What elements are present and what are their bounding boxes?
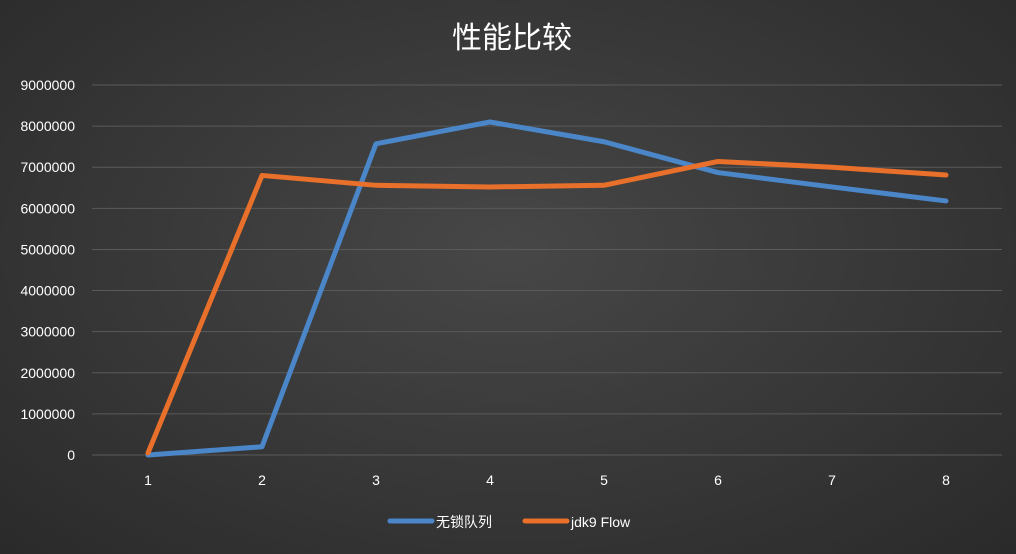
y-tick-label: 5000000 [20, 241, 75, 257]
x-tick-label: 1 [144, 472, 152, 488]
x-tick-label: 5 [600, 472, 608, 488]
y-tick-label: 7000000 [20, 159, 75, 175]
series-line-2 [145, 158, 949, 456]
x-tick-label: 2 [258, 472, 266, 488]
y-tick-label: 2000000 [20, 365, 75, 381]
series-line-1 [145, 119, 949, 458]
legend-label: jdk9 Flow [570, 514, 631, 530]
series-lines [145, 119, 949, 458]
x-tick-label: 7 [828, 472, 836, 488]
legend: 无锁队列 jdk9 Flow [387, 514, 631, 530]
x-axis-ticks: 1 2 3 4 5 6 7 8 [144, 472, 950, 488]
y-tick-label: 1000000 [20, 406, 75, 422]
x-tick-label: 3 [372, 472, 380, 488]
y-tick-label: 3000000 [20, 324, 75, 340]
x-tick-label: 6 [714, 472, 722, 488]
y-axis-ticks: 0 1000000 2000000 3000000 4000000 5000000 6000… [20, 77, 75, 463]
y-tick-label: 4000000 [20, 283, 75, 299]
legend-label: 无锁队列 [436, 514, 492, 530]
y-tick-label: 8000000 [20, 118, 75, 134]
y-tick-label: 0 [67, 447, 75, 463]
chart-title: 性能比较 [452, 22, 572, 55]
gridlines [92, 84, 1002, 456]
x-tick-label: 4 [486, 472, 494, 488]
x-tick-label: 8 [942, 472, 950, 488]
y-tick-label: 9000000 [20, 77, 75, 93]
y-tick-label: 6000000 [20, 200, 75, 216]
